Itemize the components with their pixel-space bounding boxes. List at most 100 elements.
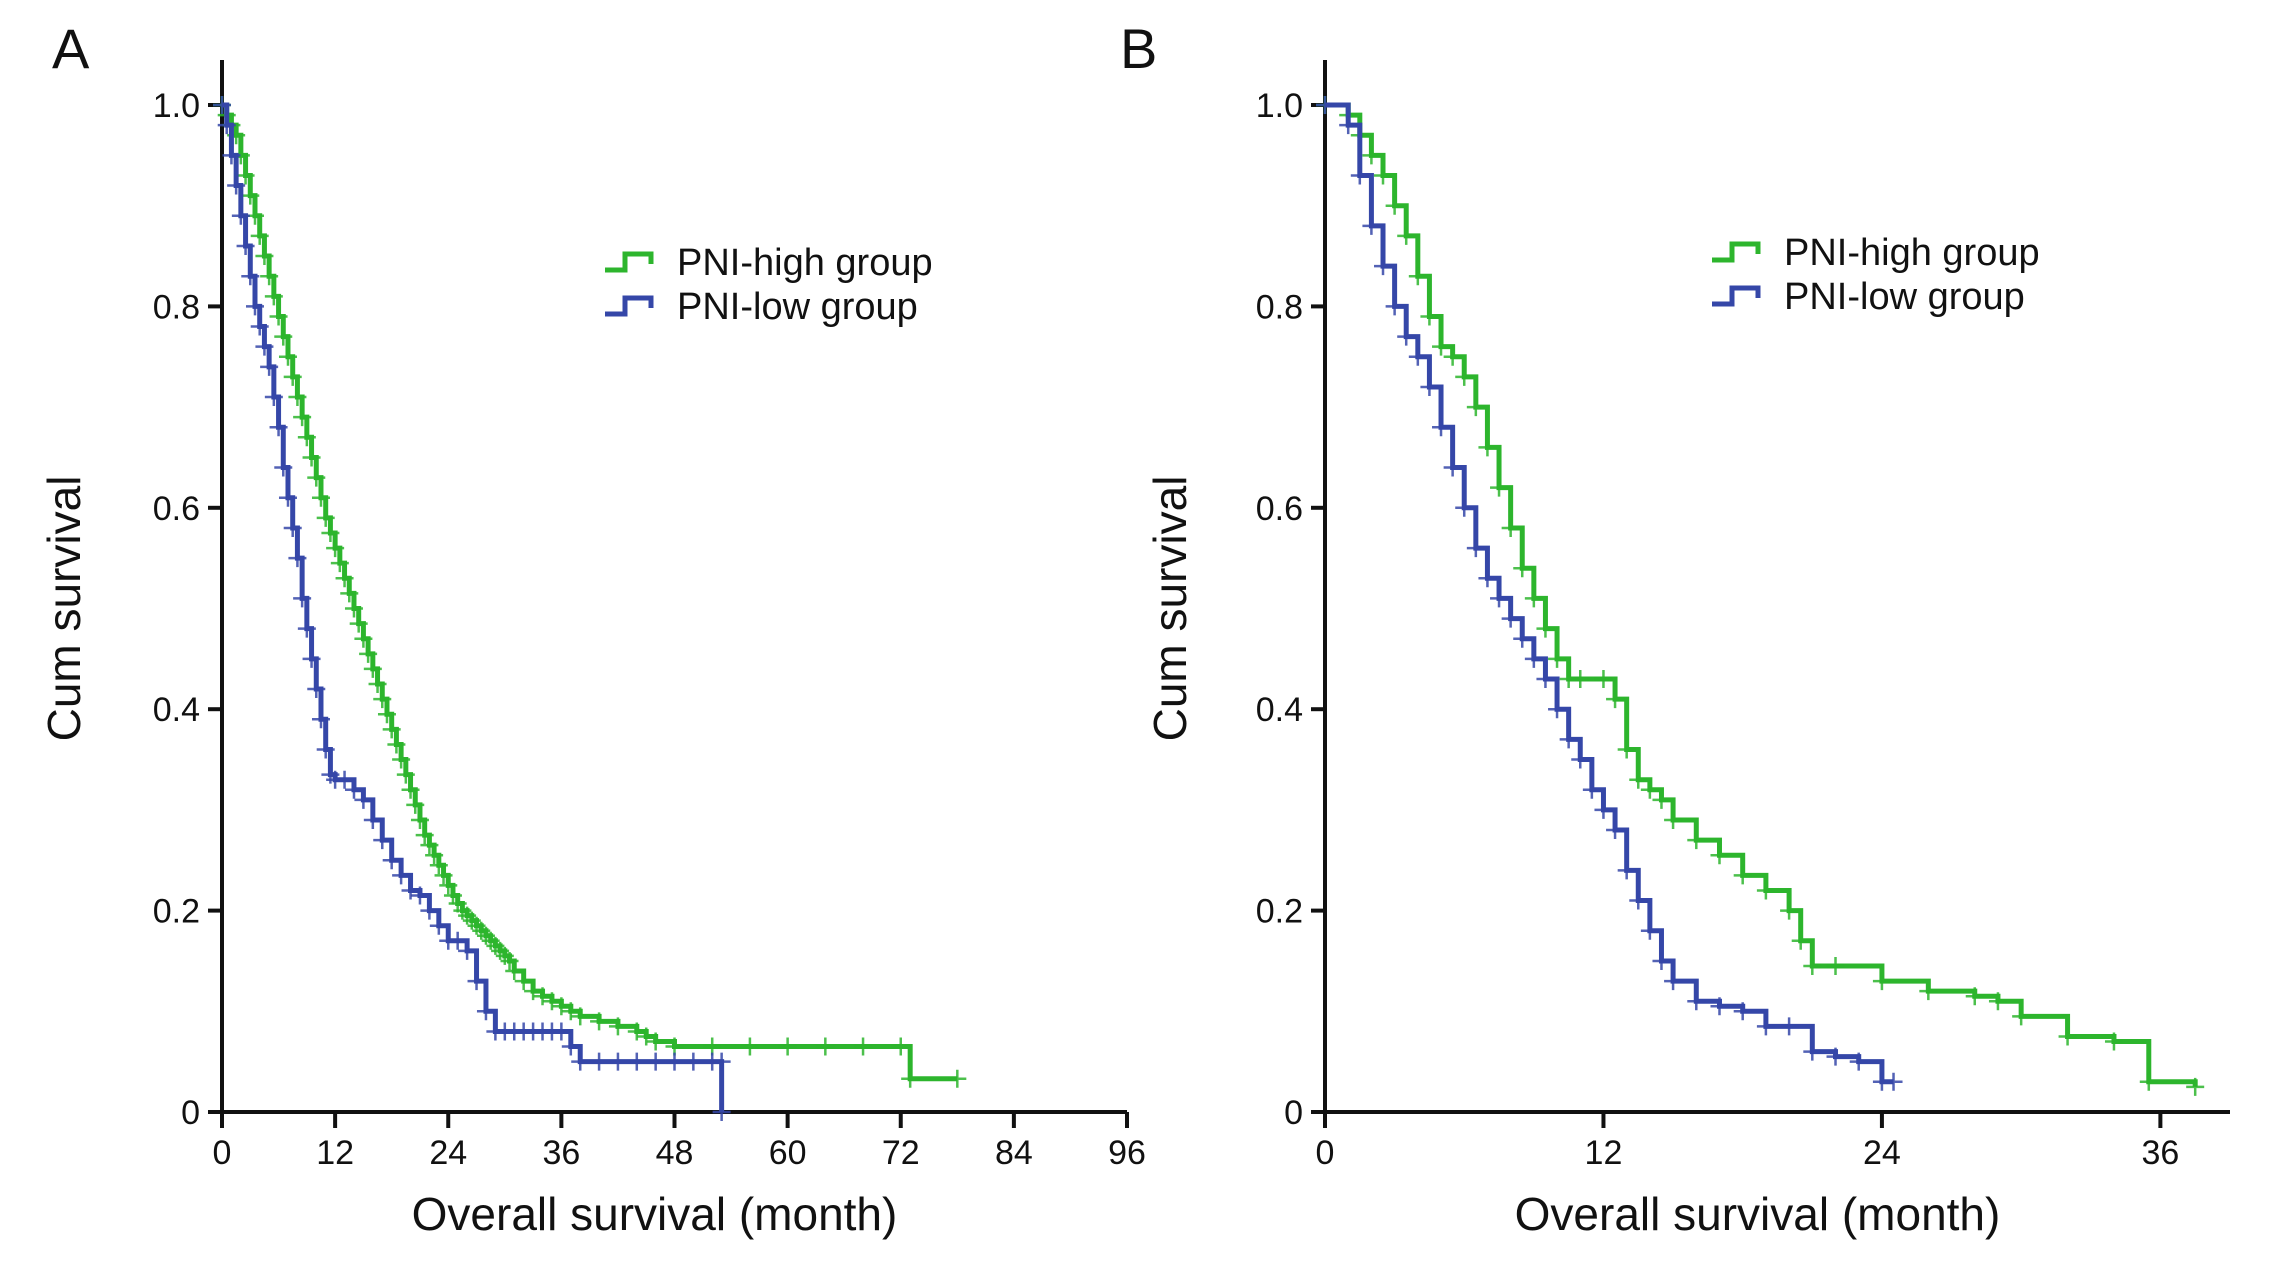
chart-a-high-censor-mark (571, 1007, 590, 1026)
chart-a-high-censor-mark (363, 659, 382, 678)
chart-a-high-censor-mark (443, 886, 462, 905)
chart-b-low-censor-mark (1466, 539, 1485, 558)
chart-a-low-censor-mark (236, 236, 255, 255)
chart-b-low-censor-mark (1536, 669, 1555, 688)
chart-a-high-censor-mark (816, 1037, 835, 1056)
chart-a-high-censor-mark (665, 1037, 684, 1056)
chart-b-low-censor-mark (1443, 458, 1462, 477)
chart-a-y-tick-label: 0.4 (153, 691, 200, 729)
chart-a-low-censor-mark (241, 267, 260, 286)
chart-a-high-censor-mark (561, 1002, 580, 1021)
chart-a-high-censor-mark (264, 287, 283, 306)
chart-a-low-censor-mark (231, 206, 250, 225)
chart-a-low-censor-mark (264, 388, 283, 407)
chart-a-x-axis-title: Overall survival (month) (412, 1188, 898, 1240)
chart-b-high-censor-mark (1490, 478, 1509, 497)
chart-a-high-censor-mark (387, 735, 406, 754)
chart-b-high-censor-mark (1420, 307, 1439, 326)
chart-b-low-censor-mark (1664, 972, 1683, 991)
chart-b-high-censor-mark (1397, 226, 1416, 245)
chart-a-low-censor-mark (302, 649, 321, 668)
chart-a-low-censor-mark (552, 1022, 571, 1041)
chart-a-low-censor-mark (627, 1052, 646, 1071)
chart-a-low-censor-mark (222, 146, 241, 165)
chart-a-low-censor-mark (316, 740, 335, 759)
chart-a-y-tick-label: 0 (181, 1094, 200, 1132)
chart-a-high-censor-mark (382, 720, 401, 739)
chart-b-high-censor-mark (1432, 337, 1451, 356)
chart-b-low-censor-mark (1640, 921, 1659, 940)
chart-b-high-censor-mark (1524, 589, 1543, 608)
chart-b-low-censor-mark (1733, 1002, 1752, 1021)
chart-b-legend-label-high: PNI-high group (1784, 232, 2040, 274)
chart-a-high-censor-mark (316, 508, 335, 527)
chart-a-high-censor-mark (349, 614, 368, 633)
chart-a-high-censor-mark (406, 795, 425, 814)
chart-a-low-censor-mark (213, 96, 231, 114)
chart-a-high-censor-mark (740, 1037, 759, 1056)
chart-a-high-censor-mark (552, 997, 571, 1016)
chart-a-low-censor-mark (410, 886, 429, 905)
chart-a-low-censor-mark (288, 549, 307, 568)
chart-a-high-censor-mark (377, 705, 396, 724)
chart-a-low-censor-mark (274, 458, 293, 477)
panel-label-b: B (1120, 17, 1158, 80)
chart-b-high-censor-mark (1756, 881, 1775, 900)
chart-a-high-censor-mark (326, 539, 345, 558)
chart-a-low-censor-mark (297, 619, 316, 638)
chart-a-low-censor-mark (283, 518, 302, 537)
chart-b-high-censor-mark (2139, 1072, 2158, 1091)
chart-a-low-censor-mark (227, 176, 246, 195)
chart-b-high-censor-mark (1466, 398, 1485, 417)
chart-b-low-censor-mark (1490, 589, 1509, 608)
chart-b-low-censor-mark (1478, 569, 1497, 588)
chart-a-high-censor-mark (283, 367, 302, 386)
chart-b-low-censor-mark (1350, 166, 1369, 185)
chart-a-x-tick-label: 48 (656, 1134, 694, 1172)
chart-a-high-censor-mark (293, 408, 312, 427)
chart-a-high-censor-mark (396, 765, 415, 784)
chart-b-high-censor-mark (1606, 690, 1625, 709)
chart-b-high-censor-mark (1872, 972, 1891, 991)
chart-a-low-censor-mark (344, 780, 363, 799)
chart-a-high-censor-mark (439, 876, 458, 895)
chart-a-y-tick-label: 0.8 (153, 288, 200, 326)
chart-b-y-tick-label: 0.8 (1256, 288, 1303, 326)
chart-b-high-censor-mark (1710, 846, 1729, 865)
chart-a-high-censor-mark (434, 866, 453, 885)
chart-a-low-censor-mark (250, 317, 269, 336)
chart-b-low-censor-mark (1617, 861, 1636, 880)
chart-a-low-censor-mark (429, 916, 448, 935)
chart-b-legend-label-low: PNI-low group (1784, 276, 2025, 318)
chart-a-low-censor-mark (260, 357, 279, 376)
chart-b-low-censor-mark (1408, 347, 1427, 366)
chart-b-high-censor-mark (1455, 367, 1474, 386)
chart-a-low-censor-mark (373, 831, 392, 850)
chart-b-y-tick-label: 0.6 (1256, 490, 1303, 528)
chart-a-high-censor-mark (415, 826, 434, 845)
chart-b-y-tick-label: 0.4 (1256, 691, 1303, 729)
chart-b-high-censor-mark (1571, 669, 1590, 688)
chart-b-low-censor-mark (1582, 780, 1601, 799)
chart-a-high-censor-mark (590, 1012, 609, 1031)
chart-a-high-censor-mark (278, 347, 297, 366)
chart-a-low-censor-mark (354, 790, 373, 809)
chart-b-high-censor-mark (1640, 780, 1659, 799)
chart-b-y-tick-label: 0 (1284, 1094, 1303, 1132)
chart-a-high-censor-mark (392, 750, 411, 769)
chart-b-high-censor-mark (1629, 770, 1648, 789)
chart-b-high-censor-mark (1617, 740, 1636, 759)
chart-b-high-censor-mark (1664, 810, 1683, 829)
chart-a-high-censor-mark (260, 267, 279, 286)
chart-b-x-tick-label: 0 (1316, 1134, 1335, 1172)
chart-b-high-censor-mark (1374, 166, 1393, 185)
chart-b-high-censor-mark (1408, 267, 1427, 286)
chart-a-x-tick-label: 96 (1108, 1134, 1146, 1172)
chart-a-low-censor-mark (665, 1052, 684, 1071)
chart-a-low-censor-mark (278, 488, 297, 507)
chart-b-low-censor-mark (1594, 800, 1613, 819)
chart-b-high-censor-mark (1988, 992, 2007, 1011)
chart-a-high-censor-mark (255, 247, 274, 266)
chart-b-low-censor-mark (1780, 1017, 1799, 1036)
chart-a-high-censor-mark (311, 488, 330, 507)
